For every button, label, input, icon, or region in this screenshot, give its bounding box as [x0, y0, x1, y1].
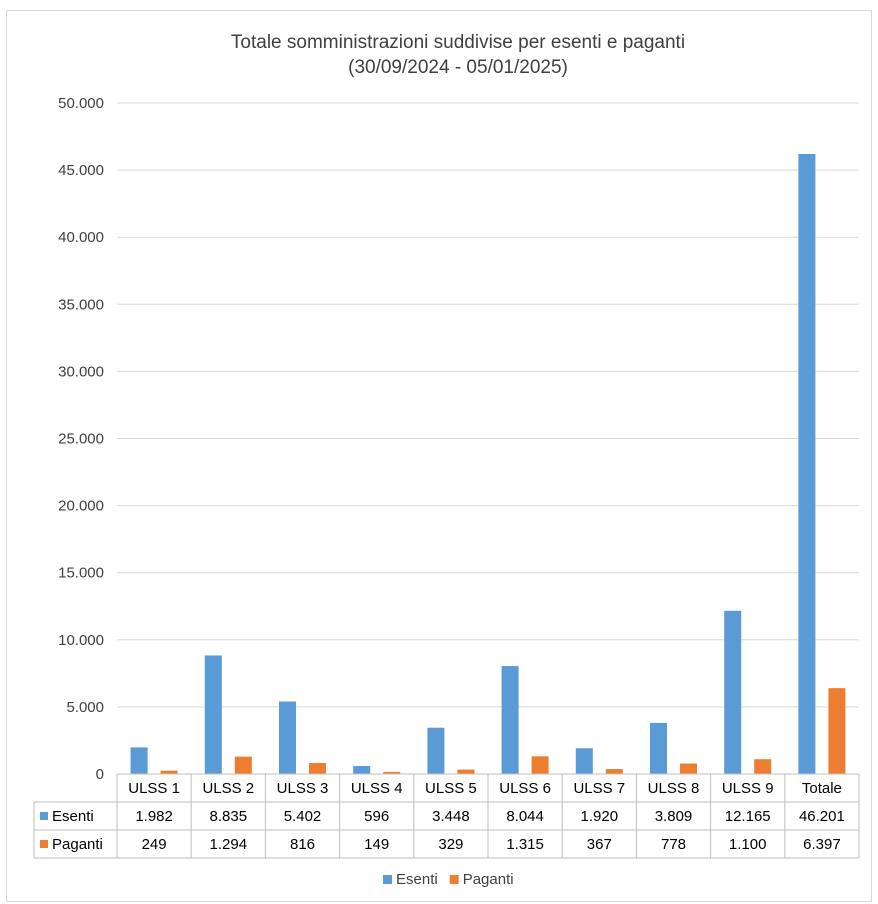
table-legend-key: [40, 840, 48, 848]
chart-title: Totale somministrazioni suddivise per es…: [231, 32, 685, 53]
legend-label: Esenti: [396, 871, 438, 888]
bar-paganti-totale: [828, 688, 846, 774]
x-tick-label: ULSS 3: [277, 780, 329, 797]
y-tick-label: 5.000: [66, 699, 104, 716]
table-value: 249: [142, 836, 167, 853]
table-value: 46.201: [799, 808, 845, 825]
table-value: 816: [290, 836, 315, 853]
bar-paganti-ulss-2: [234, 756, 252, 774]
table-value: 5.402: [284, 808, 322, 825]
y-tick-label: 10.000: [58, 632, 104, 649]
table-value: 12.165: [725, 808, 771, 825]
legend-key: [449, 875, 459, 884]
bar-esenti-ulss-1: [130, 747, 148, 774]
bar-paganti-ulss-8: [680, 763, 697, 774]
y-tick-label: 30.000: [58, 363, 104, 380]
table-value: 8.044: [506, 808, 544, 825]
bar-paganti-ulss-5: [457, 769, 475, 774]
legend: Esenti Paganti: [383, 871, 514, 888]
x-tick-label: ULSS 8: [648, 780, 700, 797]
bar-esenti-ulss-3: [279, 701, 296, 774]
table-value: 1.100: [729, 836, 767, 853]
bar-esenti-totale: [798, 153, 816, 775]
table-value: 3.809: [655, 808, 693, 825]
y-tick-label: 0: [96, 766, 104, 783]
table-series-label: Paganti: [52, 836, 103, 853]
x-tick-label: ULSS 5: [425, 780, 477, 797]
gridlines: [117, 102, 859, 708]
bar-esenti-ulss-2: [204, 655, 222, 774]
bar-paganti-ulss-3: [309, 763, 326, 774]
y-tick-label: 45.000: [58, 162, 104, 179]
bar-paganti-ulss-9: [754, 759, 772, 774]
y-tick-label: 15.000: [58, 565, 104, 582]
bar-esenti-ulss-5: [427, 727, 445, 774]
table-value: 1.294: [210, 836, 248, 853]
bar-esenti-ulss-9: [724, 610, 742, 774]
bar-paganti-ulss-1: [160, 770, 178, 774]
bar-chart: Totale somministrazioni suddivise per es…: [33, 32, 860, 888]
x-tick-label: ULSS 9: [722, 780, 774, 797]
bars: [130, 153, 846, 775]
y-axis: 0 5.000 10.000 15.000 20.000 25.000 30.000 35.0…: [58, 95, 104, 783]
legend-key: [383, 875, 392, 884]
table-value: 596: [364, 808, 389, 825]
x-tick-label: ULSS 2: [202, 780, 254, 797]
table-value: 1.982: [135, 808, 173, 825]
table-value: 6.397: [803, 836, 841, 853]
bar-esenti-ulss-8: [650, 722, 667, 774]
legend-label: Paganti: [463, 871, 514, 888]
data-table: ULSS 1 ULSS 2 ULSS 3 ULSS 4 ULSS 5 ULSS 6 ULSS…: [33, 773, 860, 859]
x-tick-label: ULSS 4: [351, 780, 403, 797]
table-value: 8.835: [210, 808, 248, 825]
table-value: 149: [364, 836, 389, 853]
bar-esenti-ulss-4: [353, 766, 371, 774]
table-value: 367: [587, 836, 612, 853]
y-tick-label: 35.000: [58, 296, 104, 313]
y-tick-label: 50.000: [58, 95, 104, 112]
table-value: 1.315: [506, 836, 544, 853]
table-value: 778: [661, 836, 686, 853]
table-series-label: Esenti: [52, 808, 94, 825]
table-value: 329: [438, 836, 463, 853]
bar-esenti-ulss-6: [501, 666, 519, 774]
x-tick-label: ULSS 6: [499, 780, 551, 797]
x-tick-label: Totale: [802, 780, 842, 797]
table-value: 3.448: [432, 808, 470, 825]
bar-paganti-ulss-4: [383, 772, 401, 774]
x-tick-label: ULSS 7: [573, 780, 625, 797]
table-legend-key: [40, 812, 48, 820]
bar-paganti-ulss-7: [605, 769, 623, 774]
y-tick-label: 40.000: [58, 229, 104, 246]
y-tick-label: 20.000: [58, 498, 104, 515]
chart-subtitle: (30/09/2024 - 05/01/2025): [348, 57, 568, 78]
bar-esenti-ulss-7: [575, 748, 593, 774]
x-tick-label: ULSS 1: [128, 780, 180, 797]
y-tick-label: 25.000: [58, 431, 104, 448]
bar-paganti-ulss-6: [531, 756, 549, 774]
chart-frame: Totale somministrazioni suddivise per es…: [6, 10, 872, 902]
table-value: 1.920: [581, 808, 619, 825]
